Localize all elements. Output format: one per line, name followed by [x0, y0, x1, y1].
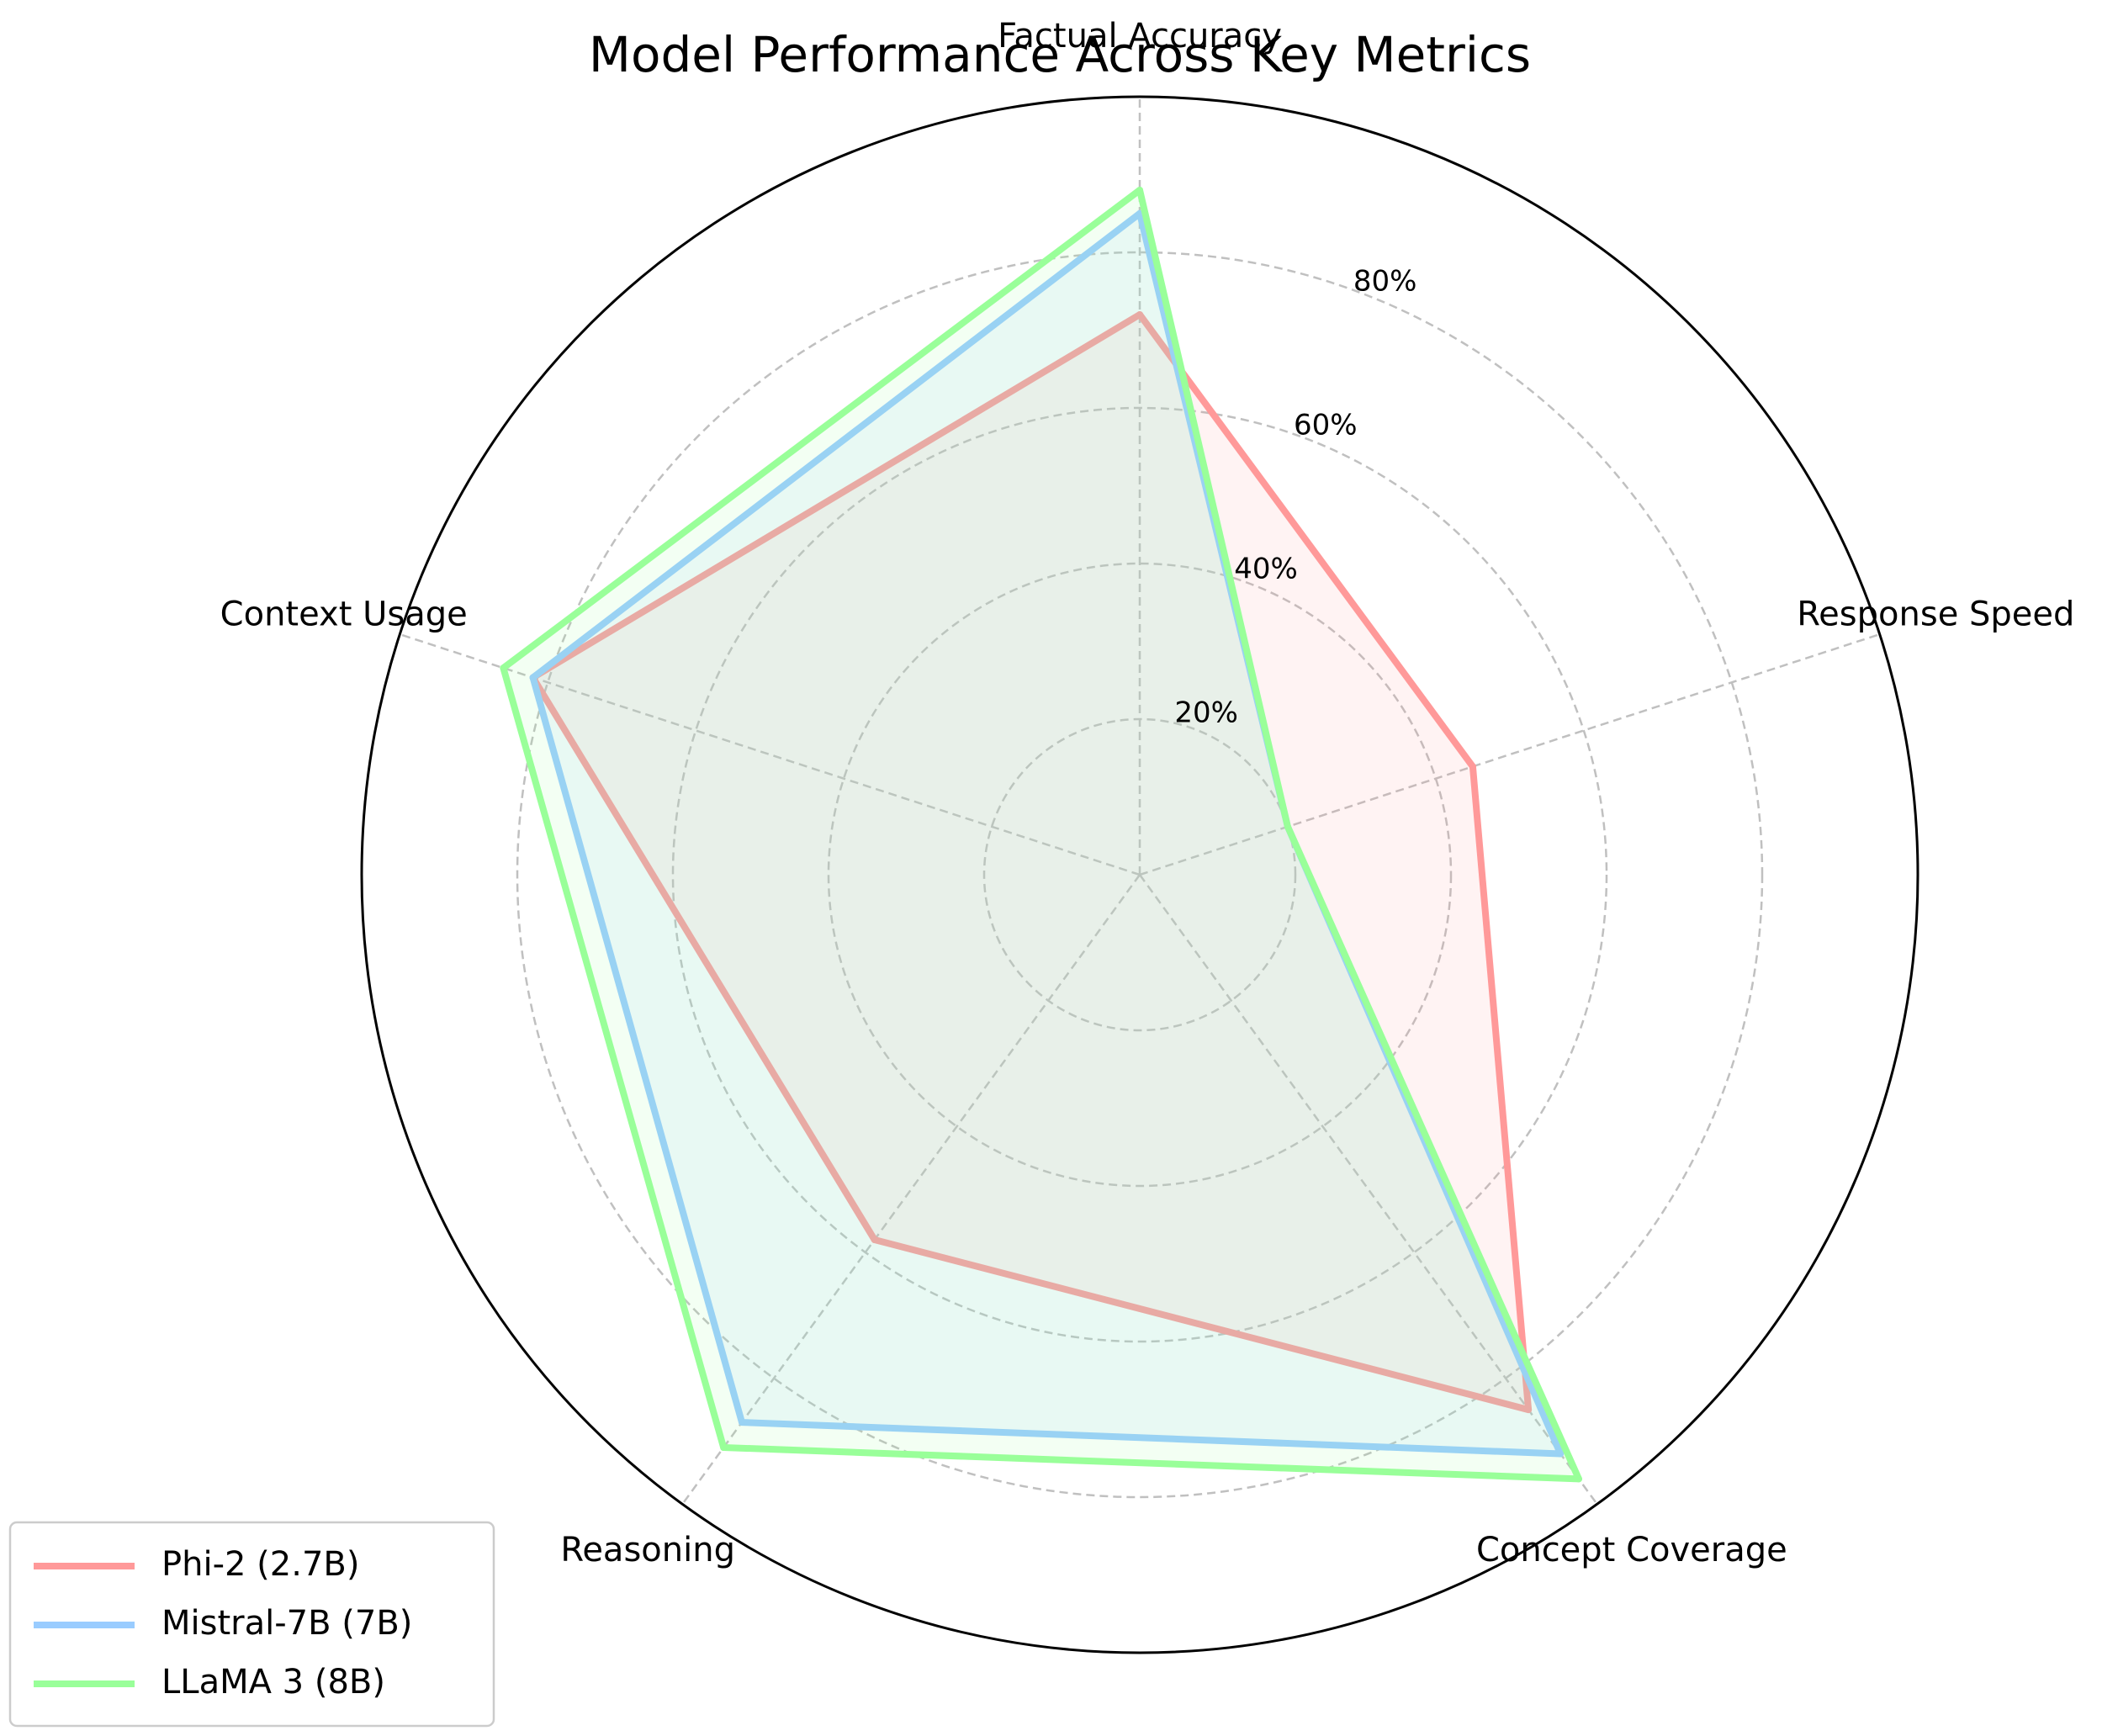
outer-frame [360, 95, 1919, 1654]
series-fill-1 [532, 213, 1561, 1454]
grid-ring-3 [516, 251, 1764, 1499]
r-tick-label-3: 80% [1353, 265, 1417, 299]
grid-spoke-1 [1139, 632, 1881, 876]
axis-label-2: Concept Coverage [1476, 1531, 1787, 1569]
legend: Phi-2 (2.7B) Mistral-7B (7B) LLaMA 3 (8B) [8, 1521, 495, 1728]
grid-spoke-2 [1138, 874, 1598, 1506]
legend-box [8, 1521, 495, 1728]
r-tick-label-0: 20% [1174, 696, 1238, 729]
series-0-point-3 [871, 1236, 878, 1244]
series-line-0 [529, 311, 1533, 1414]
axis-label-0: Factual Accuracy [998, 17, 1282, 56]
series-1-point-3 [738, 1419, 745, 1426]
series-0-point-1 [1469, 763, 1476, 770]
series-2-point-3 [720, 1443, 728, 1451]
r-tick-label-1: 40% [1234, 552, 1298, 585]
legend-label-1: Mistral-7B (7B) [161, 1604, 412, 1643]
series-2-point-2 [1575, 1475, 1582, 1483]
axis-label-3: Reasoning [560, 1531, 735, 1569]
series-1-point-4 [529, 674, 537, 681]
legend-label-2: LLaMA 3 (8B) [161, 1663, 385, 1702]
series-2-point-4 [500, 664, 507, 672]
r-tick-label-2: 60% [1294, 408, 1358, 442]
series-layer [500, 187, 1582, 1483]
grid-spoke-4 [399, 632, 1141, 876]
legend-label-0: Phi-2 (2.7B) [161, 1545, 359, 1584]
series-fill-0 [532, 315, 1529, 1410]
grid-ring-2 [671, 406, 1608, 1343]
series-2-point-1 [1284, 823, 1291, 830]
grid-ring-1 [827, 562, 1453, 1188]
series-2-point-0 [1136, 187, 1143, 193]
chart-title: Model Performance Across Key Metrics [589, 26, 1531, 83]
series-1-point-2 [1557, 1450, 1565, 1458]
series-fill-2 [503, 190, 1579, 1479]
series-0-point-2 [1525, 1406, 1533, 1414]
series-line-2 [500, 187, 1582, 1483]
grid-spoke-3 [681, 874, 1141, 1506]
label-layer: Factual Accuracy Response Speed Concept Co… [220, 17, 2075, 1569]
axis-label-1: Response Speed [1797, 595, 2074, 634]
series-0-point-0 [1136, 311, 1143, 318]
axis-label-4: Context Usage [220, 595, 468, 634]
